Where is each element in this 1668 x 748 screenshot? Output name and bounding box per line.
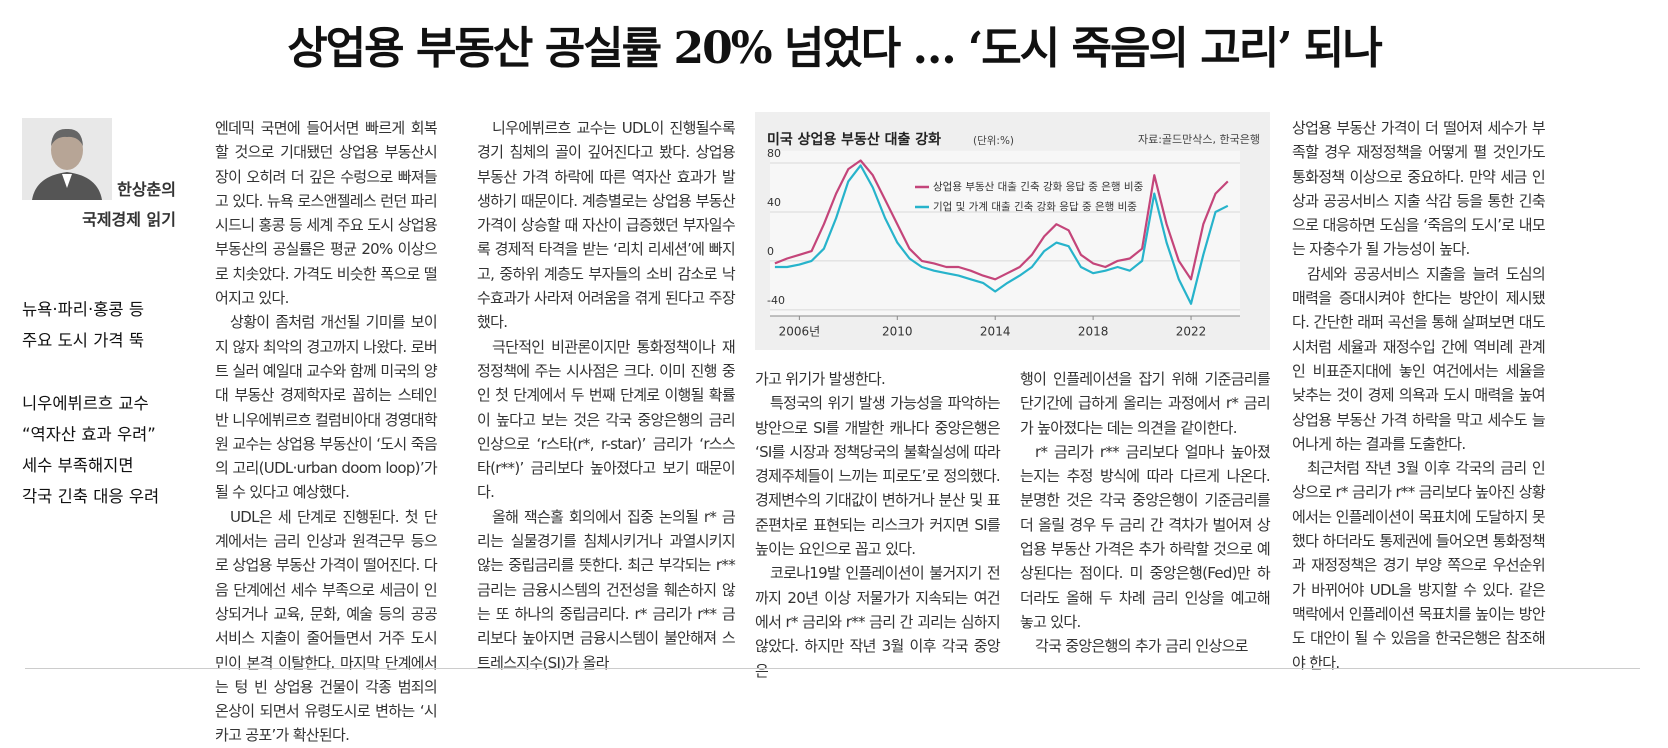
text-column: 엔데믹 국면에 들어서면 빠르게 회복할 것으로 기대됐던 상업용 부동산시장이… xyxy=(215,116,438,748)
x-tick-label: 2014 xyxy=(980,325,1011,339)
legend-label: 상업용 부동산 대출 긴축 강화 응답 중 은행 비중 xyxy=(933,180,1144,193)
text-column: 니우에뷔르흐 교수는 UDL이 진행될수록 경기 침체의 골이 깊어진다고 봤다… xyxy=(477,116,736,675)
y-tick-label: -40 xyxy=(767,294,785,307)
chart-source: 자료:골드만삭스, 한국은행 xyxy=(1138,133,1260,146)
subhead: 뉴욕·파리·홍콩 등 xyxy=(22,300,144,319)
byline-author: 한상춘의 xyxy=(117,180,176,199)
text-column: 가고 위기가 발생한다. 특정국의 위기 발생 가능성을 파악하는 방안으로 SI… xyxy=(755,367,1001,683)
headline: 상업용 부동산 공실률 20% 넘었다 … ‘도시 죽음의 고리’ 되나 xyxy=(287,23,1383,74)
y-tick-label: 0 xyxy=(767,245,774,258)
legend-label: 기업 및 가계 대출 긴축 강화 응답 중 은행 비중 xyxy=(933,200,1137,213)
paragraph: 극단적인 비관론이지만 통화정책이나 재정정책에 주는 시사점은 크다. 이미 … xyxy=(477,337,736,502)
paragraph: UDL은 세 단계로 진행된다. 첫 단계에서는 금리 인상과 원격근무 등으로… xyxy=(215,507,438,745)
series-line xyxy=(774,164,1229,305)
subhead: 니우에뷔르흐 교수 xyxy=(22,394,149,413)
paragraph: 감세와 공공서비스 지출을 늘려 도심의 매력을 증대시켜야 한다는 방안이 제… xyxy=(1292,264,1546,453)
plot-area xyxy=(770,150,1240,316)
author-photo xyxy=(22,118,112,200)
paragraph: 올해 잭슨홀 회의에서 집중 논의될 r* 금리는 실물경기를 침체시키거나 과… xyxy=(477,507,736,672)
y-tick-label: 80 xyxy=(767,147,781,160)
paragraph: r* 금리가 r** 금리보다 얼마나 높아졌는지는 추정 방식에 따라 다르게… xyxy=(1020,442,1271,631)
x-tick-label: 2006년 xyxy=(779,325,821,339)
subhead: 세수 부족해지면 xyxy=(22,456,134,475)
x-tick-label: 2010 xyxy=(882,325,913,339)
chart-unit: (단위:%) xyxy=(973,134,1014,147)
text-column: 행이 인플레이션을 잡기 위해 기준금리를 단기간에 급하게 올리는 과정에서 … xyxy=(1020,367,1271,659)
paragraph: 니우에뷔르흐 교수는 UDL이 진행될수록 경기 침체의 골이 깊어진다고 봤다… xyxy=(477,119,736,332)
x-tick-label: 2018 xyxy=(1078,325,1109,339)
paragraph: 코로나19발 인플레이션이 불거지기 전까지 20년 이상 저물가가 지속되는 … xyxy=(755,564,1001,680)
text-column: 상업용 부동산 가격이 더 떨어져 세수가 부족할 경우 재정정책을 어떻게 펼… xyxy=(1292,116,1546,675)
chart-title: 미국 상업용 부동산 대출 강화 xyxy=(767,131,941,148)
paragraph: 가고 위기가 발생한다. xyxy=(755,370,886,388)
byline-series: 국제경제 읽기 xyxy=(82,210,176,229)
page: 상업용 부동산 공실률 20% 넘었다 … ‘도시 죽음의 고리’ 되나 한상춘… xyxy=(22,23,1640,745)
y-tick-label: 40 xyxy=(767,196,781,209)
subhead: 주요 도시 가격 뚝 xyxy=(22,331,144,350)
subhead: 각국 긴축 대응 우려 xyxy=(22,487,160,506)
paragraph: 특정국의 위기 발생 가능성을 파악하는 방안으로 SI를 개발한 캐나다 중앙… xyxy=(755,394,1001,559)
paragraph: 엔데믹 국면에 들어서면 빠르게 회복할 것으로 기대됐던 상업용 부동산시장이… xyxy=(215,119,438,308)
paragraph: 상업용 부동산 가격이 더 떨어져 세수가 부족할 경우 재정정책을 어떻게 펼… xyxy=(1292,119,1546,259)
series-line xyxy=(774,159,1229,281)
bottom-rule xyxy=(25,668,1640,669)
paragraph: 각국 중앙은행의 추가 금리 인상으로 xyxy=(1035,637,1248,656)
paragraph: 최근처럼 작년 3월 이후 각국의 금리 인상으로 r* 금리가 r** 금리보… xyxy=(1292,459,1546,672)
paragraph: 상황이 좀처럼 개선될 기미를 보이지 않자 최악의 경고까지 나왔다. 로버트… xyxy=(215,313,438,502)
chart: 미국 상업용 부동산 대출 강화 (단위:%) 자료:골드만삭스, 한국은행 80 40… xyxy=(755,112,1270,350)
subhead: “역자산 효과 우려” xyxy=(22,425,156,444)
x-tick-label: 2022 xyxy=(1176,325,1207,339)
paragraph: 행이 인플레이션을 잡기 위해 기준금리를 단기간에 급하게 올리는 과정에서 … xyxy=(1020,370,1271,437)
